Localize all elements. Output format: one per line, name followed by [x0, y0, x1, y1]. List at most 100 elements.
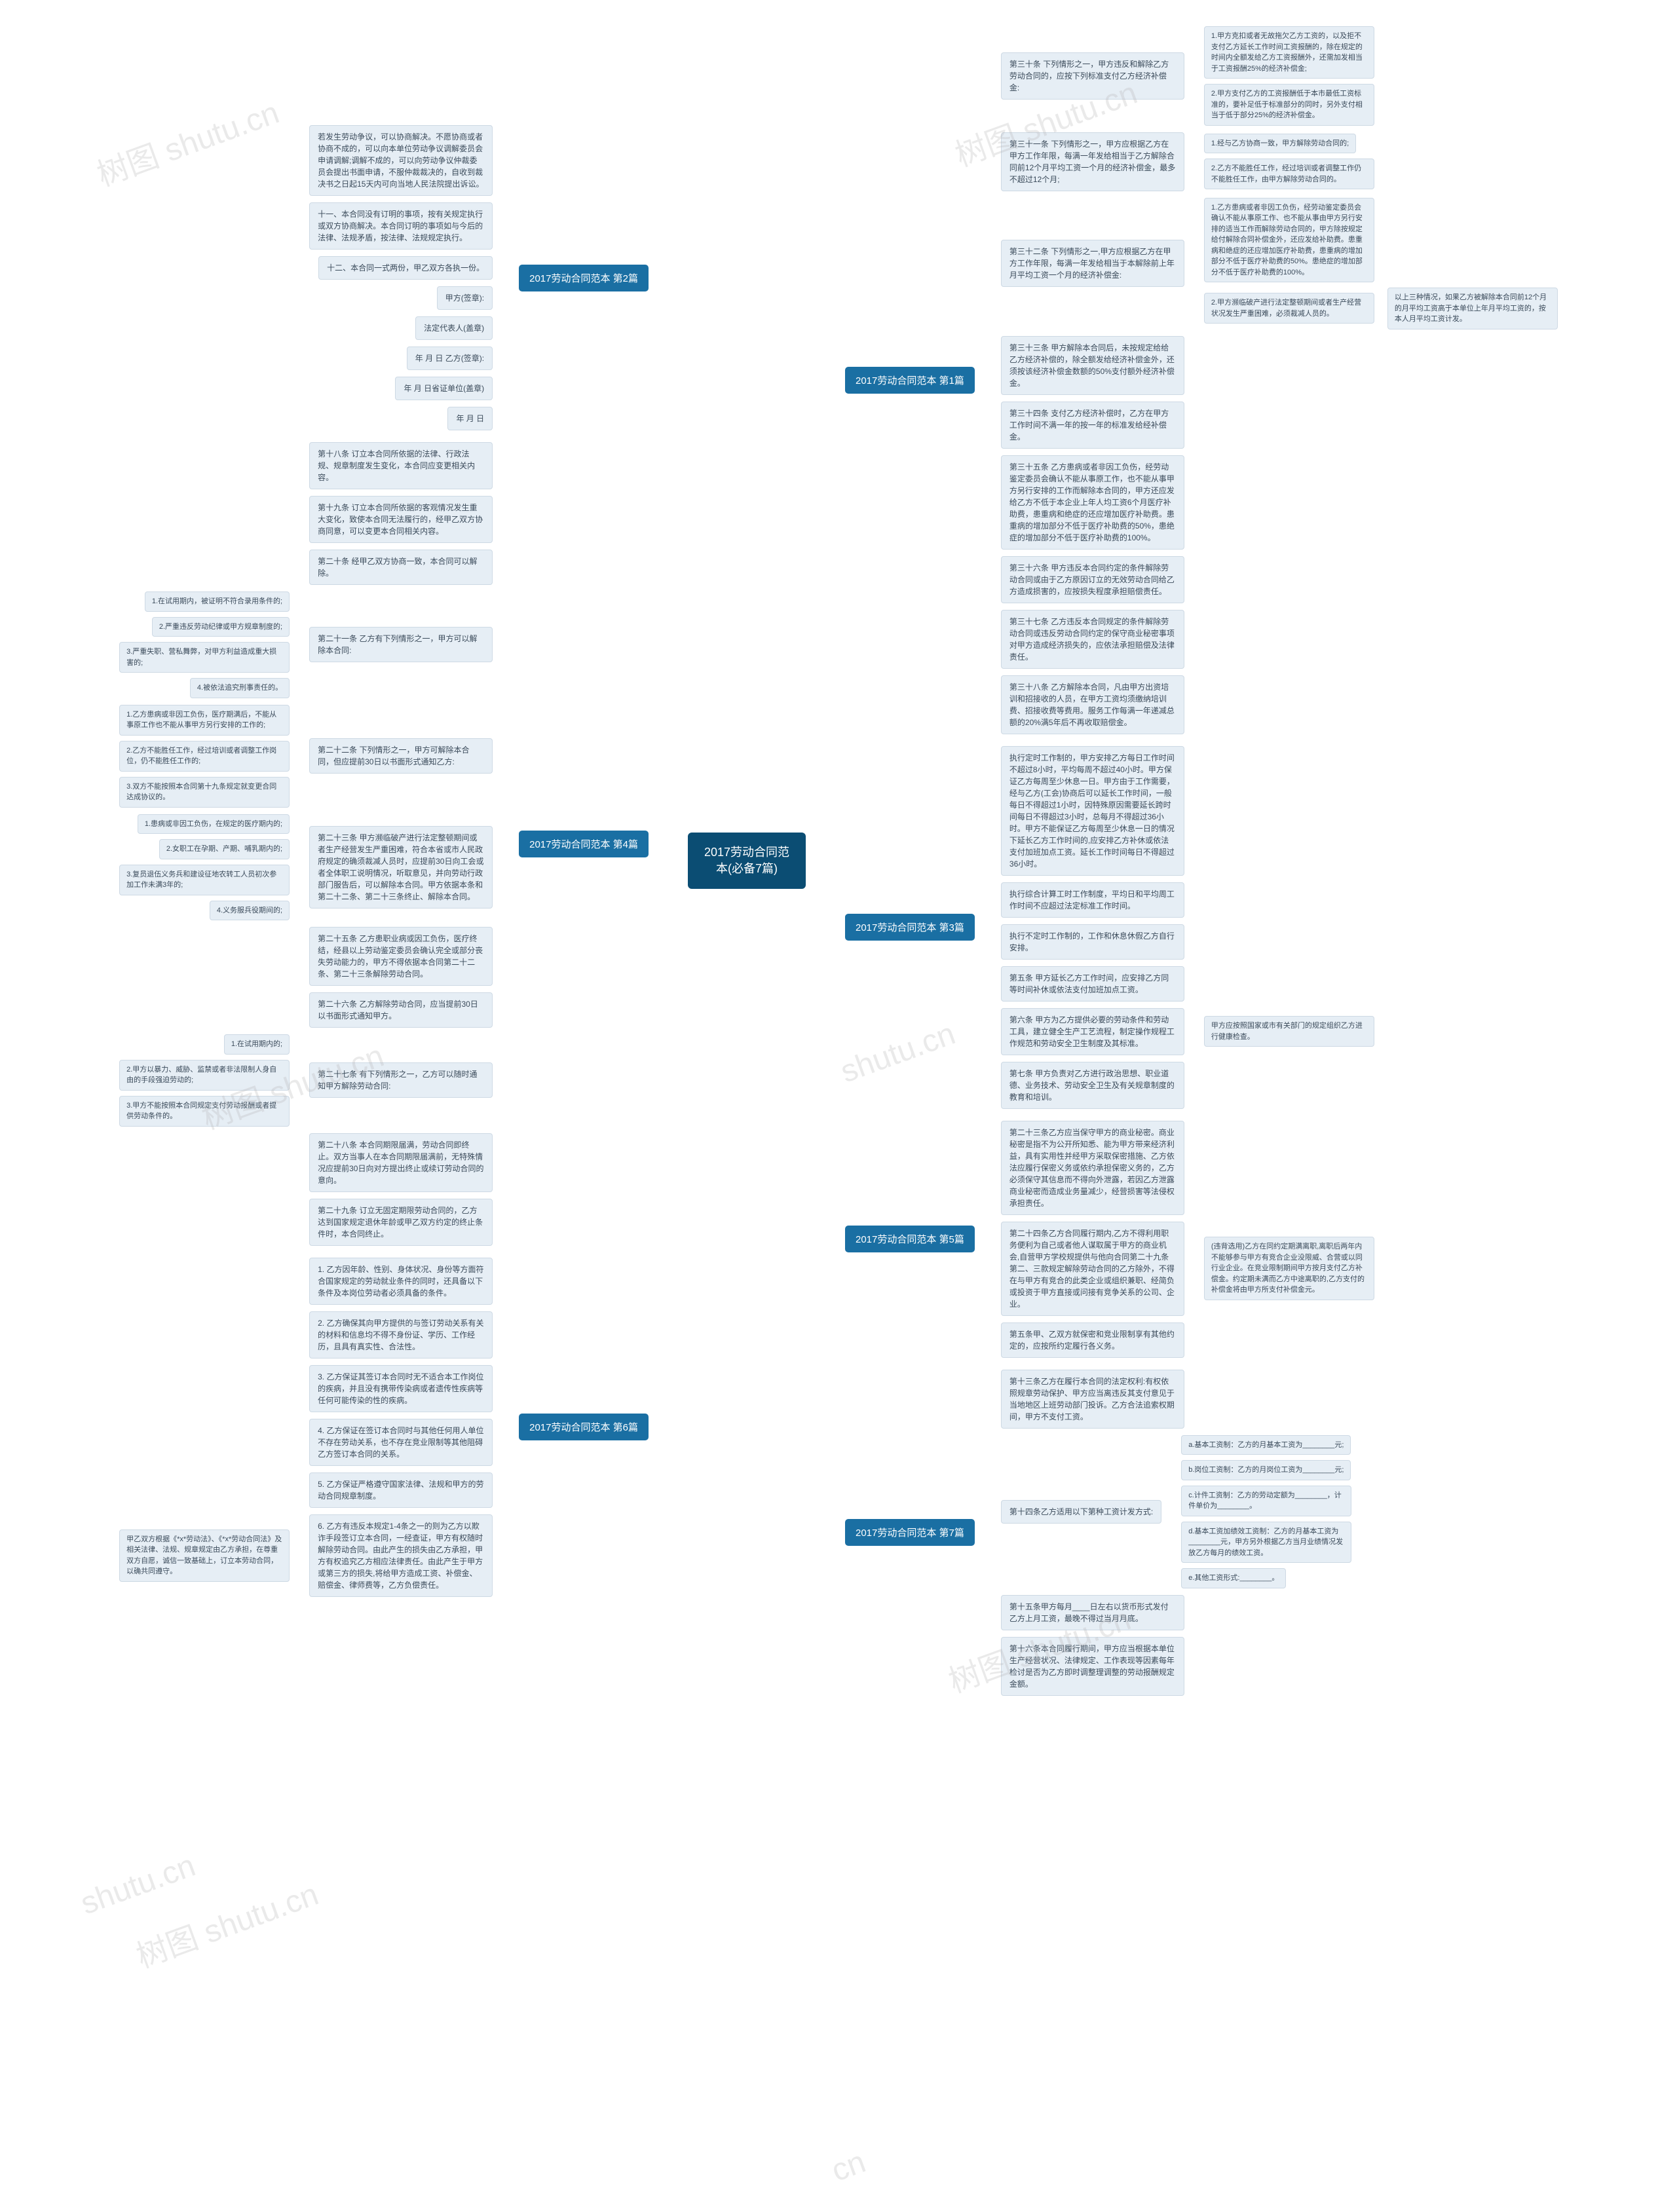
item-node: 甲方(签章):	[437, 286, 493, 310]
branch-label: 2017劳动合同范本 第3篇	[845, 914, 975, 941]
item-node: 第三十七条 乙方违反本合同规定的条件解除劳动合同或违反劳动合同约定的保守商业秘密…	[1001, 610, 1184, 669]
branch-items: 第三十条 下列情形之一，甲方违反和解除乙方劳动合同的，应按下列标准支付乙方经济补…	[1001, 26, 1558, 734]
subitem-row: 1.乙方患病或非因工负伤，医疗期满后，不能从事原工作也不能从事甲方另行安排的工作…	[119, 705, 290, 736]
item-node: 若发生劳动争议，可以协商解决。不愿协商或者协商不成的，可以向本单位劳动争议调解委…	[309, 125, 493, 196]
item-node: 1. 乙方因年龄、性别、身体状况、身份等方面符合国家规定的劳动就业条件的同时，还…	[309, 1258, 493, 1305]
subitem-row: 2.严重违反劳动纪律或甲方规章制度的;	[152, 617, 290, 637]
item-node: 执行综合计算工时工作制度，平均日和平均周工作时间不应超过法定标准工作时间。	[1001, 882, 1184, 918]
subitem-row: 2.甲方濒临破产进行法定整顿期间或者生产经营状况发生严重困难，必须裁减人员的。以…	[1204, 288, 1558, 329]
item-node: 第五条 甲方延长乙方工作时间，应安排乙方同等时间补休或依法支付加班加点工资。	[1001, 966, 1184, 1002]
item-node: 第二十八条 本合同期限届满，劳动合同即终止。双方当事人在本合同期限届满前，无特殊…	[309, 1133, 493, 1192]
item-node: 第三十三条 甲方解除本合同后，未按规定给给乙方经济补偿的，除全额发给经济补偿金外…	[1001, 336, 1184, 395]
item-node: 第三十八条 乙方解除本合同，凡由甲方出资培训和招接收的人员，在甲方工资均须缴纳培…	[1001, 675, 1184, 734]
watermark: 树图 shutu.cn	[129, 1868, 324, 1976]
subitem-node: 1.乙方患病或者非因工负伤，经劳动鉴定委员会确认不能从事原工作、也不能从事由甲方…	[1204, 198, 1374, 283]
subitem-node: 甲方应按照国家或市有关部门的规定组织乙方进行健康检查。	[1204, 1016, 1374, 1047]
item-node: 年 月 日省证单位(盖章)	[395, 377, 493, 400]
branch: 2017劳动合同范本 第5篇第二十三条乙方应当保守甲方的商业秘密。商业秘密是指不…	[845, 1121, 1374, 1358]
subitem-row: 1.乙方患病或者非因工负伤，经劳动鉴定委员会确认不能从事原工作、也不能从事由甲方…	[1204, 198, 1374, 283]
item-row: 第十三条乙方在履行本合同的法定权利:有权依照规章劳动保护、甲方应当离违反其支付意…	[1001, 1370, 1184, 1429]
item-row: 第二十六条 乙方解除劳动合同，应当提前30日以书面形式通知甲方。	[309, 992, 493, 1028]
subitems: 甲方应按照国家或市有关部门的规定组织乙方进行健康检查。	[1204, 1016, 1374, 1047]
branch: 2017劳动合同范本 第3篇 执行定时工作制的，甲方安排乙方每日工作时间不超过8小…	[845, 746, 1374, 1109]
deep-items: 以上三种情况，如果乙方被解除本合同前12个月的月平均工资高于本单位上年月平均工资…	[1387, 288, 1558, 329]
subitems: 1.乙方患病或者非因工负伤，经劳动鉴定委员会确认不能从事原工作、也不能从事由甲方…	[1204, 198, 1558, 329]
item-row: 第二十一条 乙方有下列情形之一，甲方可以解除本合同:1.在试用期内，被证明不符合…	[119, 591, 493, 698]
branch-label: 2017劳动合同范本 第7篇	[845, 1519, 975, 1546]
item-row: 第十六条本合同履行期间，甲方应当根据本单位生产经营状况、法律规定、工作表现等因素…	[1001, 1637, 1184, 1696]
item-node: 第十九条 订立本合同所依据的客观情况发生重大变化，致使本合同无法履行的，经甲乙双…	[309, 496, 493, 543]
item-row: 甲方(签章):	[437, 286, 493, 310]
subitem-node: 1.在试用期内，被证明不符合录用条件的;	[145, 591, 290, 612]
subitem-node: b.岗位工资制：乙方的月岗位工资为________元;	[1181, 1460, 1351, 1480]
subitem-node: 2.乙方不能胜任工作，经过培训或者调整工作岗位，仍不能胜任工作的;	[119, 741, 290, 772]
item-node: 第三十四条 支付乙方经济补偿时，乙方在甲方工作时间不满一年的按一年的标准发给经补…	[1001, 402, 1184, 449]
branch-items: 第二十三条乙方应当保守甲方的商业秘密。商业秘密是指不为公开所知悉、能为甲方带来经…	[1001, 1121, 1374, 1358]
subitem-node: 1.乙方患病或非因工负伤，医疗期满后，不能从事原工作也不能从事甲方另行安排的工作…	[119, 705, 290, 736]
item-node: 年 月 日	[447, 407, 493, 430]
branch-label: 2017劳动合同范本 第2篇	[519, 265, 649, 291]
subitem-row: 2.乙方不能胜任工作，经过培训或者调整工作岗位，仍不能胜任工作的;	[119, 741, 290, 772]
item-node: 第五条甲、乙双方就保密和竞业限制享有其他约定的，应按所约定履行各义务。	[1001, 1322, 1184, 1358]
subitem-node: 2.甲方以暴力、威胁、监禁或者非法限制人身自由的手段强迫劳动的;	[119, 1060, 290, 1091]
item-row: 第二十八条 本合同期限届满，劳动合同即终止。双方当事人在本合同期限届满前，无特殊…	[309, 1133, 493, 1192]
subitem-row: e.其他工资形式:________。	[1181, 1568, 1286, 1588]
item-node: 十二、本合同一式两份，甲乙双方各执一份。	[318, 256, 493, 280]
subitems: 1.经与乙方协商一致，甲方解除劳动合同的;2.乙方不能胜任工作，经过培训或者调整…	[1204, 134, 1374, 190]
left-branches: 2017劳动合同范本 第2篇 若发生劳动争议，可以协商解决。不愿协商或者协商不成的…	[119, 125, 649, 1597]
subitem-row: a.基本工资制：乙方的月基本工资为________元;	[1181, 1435, 1351, 1455]
item-node: 第三十六条 甲方违反本合同约定的条件解除劳动合同或由于乙方原因订立的无效劳动合同…	[1001, 556, 1184, 603]
item-row: 5. 乙方保证严格遵守国家法律、法规和甲方的劳动合同规章制度。	[309, 1472, 493, 1508]
item-row: 第三十二条 下列情形之一,甲方应根据乙方在甲方工作年限，每满一年发给相当于本解除…	[1001, 198, 1558, 329]
subitem-row: (违背选用)乙方在同约定期满离职,离职后两年内不能够参与甲方有竞合企业没限威、合…	[1204, 1237, 1374, 1300]
subitems: 1.乙方患病或非因工负伤，医疗期满后，不能从事原工作也不能从事甲方另行安排的工作…	[119, 705, 290, 808]
branch-label: 2017劳动合同范本 第4篇	[519, 831, 649, 857]
subitems: 1.甲方克扣或者无故拖欠乙方工资的，以及拒不支付乙方延长工作时间工资报酬的，除在…	[1204, 26, 1374, 126]
branch: 2017劳动合同范本 第7篇 第十三条乙方在履行本合同的法定权利:有权依照规章劳动…	[845, 1370, 1351, 1696]
item-row: 第七条 甲方负责对乙方进行政治思想、职业道德、业务技术、劳动安全卫生及有关规章制…	[1001, 1062, 1184, 1109]
subitem-node: 4.义务服兵役期间的;	[210, 901, 290, 921]
watermark: cn	[827, 2144, 870, 2189]
item-row: 第三十八条 乙方解除本合同，凡由甲方出资培训和招接收的人员，在甲方工资均须缴纳培…	[1001, 675, 1184, 734]
item-node: 4. 乙方保证在签订本合同时与其他任何用人单位不存在劳动关系，也不存在竞业限制等…	[309, 1419, 493, 1466]
subitem-node: 甲乙双方根据《*x*劳动法》、《*x*劳动合同法》及相关法律、法规、规章规定由乙…	[119, 1529, 290, 1582]
branch: 2017劳动合同范本 第6篇1. 乙方因年龄、性别、身体状况、身份等方面符合国家…	[119, 1258, 649, 1597]
item-node: 第二十六条 乙方解除劳动合同，应当提前30日以书面形式通知甲方。	[309, 992, 493, 1028]
item-node: 十一、本合同没有订明的事项，按有关规定执行或双方协商解决。本合同订明的事项如与今…	[309, 202, 493, 250]
item-node: 第二十二条 下列情形之一，甲方可解除本合同，但应提前30日以书面形式通知乙方:	[309, 738, 493, 774]
item-node: 第七条 甲方负责对乙方进行政治思想、职业道德、业务技术、劳动安全卫生及有关规章制…	[1001, 1062, 1184, 1109]
subitem-row: 1.甲方克扣或者无故拖欠乙方工资的，以及拒不支付乙方延长工作时间工资报酬的，除在…	[1204, 26, 1374, 79]
item-node: 年 月 日 乙方(签章):	[407, 347, 493, 370]
subitems: (违背选用)乙方在同约定期满离职,离职后两年内不能够参与甲方有竞合企业没限威、合…	[1204, 1237, 1374, 1300]
item-row: 2. 乙方确保其向甲方提供的与签订劳动关系有关的材料和信息均不得不身份证、学历、…	[309, 1311, 493, 1359]
item-row: 4. 乙方保证在签订本合同时与其他任何用人单位不存在劳动关系，也不存在竞业限制等…	[309, 1419, 493, 1466]
item-row: 第二十七条 有下列情形之一，乙方可以随时通知甲方解除劳动合同:1.在试用期内的;…	[119, 1034, 493, 1127]
subitem-node: 2.严重违反劳动纪律或甲方规章制度的;	[152, 617, 290, 637]
item-row: 第三十一条 下列情形之一，甲方应根据乙方在甲方工作年限，每满一年发给相当于乙方解…	[1001, 132, 1374, 191]
branch: 2017劳动合同范本 第4篇第十八条 订立本合同所依据的法律、行政法规、规章制度…	[119, 442, 649, 1246]
center-node: 2017劳动合同范本(必备7篇)	[688, 833, 806, 889]
subitem-node: 1.患病或非因工负伤，在规定的医疗期内的;	[138, 814, 290, 834]
item-node: 第三十二条 下列情形之一,甲方应根据乙方在甲方工作年限，每满一年发给相当于本解除…	[1001, 240, 1184, 287]
watermark: shutu.cn	[76, 1848, 200, 1922]
item-row: 6. 乙方有违反本规定1-4条之一的则为乙方以欺诈手段签订立本合同，一经查证，甲…	[119, 1514, 493, 1597]
subitem-node: d.基本工资加绩效工资制：乙方的月基本工资为________元，甲方另外根据乙方…	[1181, 1522, 1351, 1564]
item-node: 5. 乙方保证严格遵守国家法律、法规和甲方的劳动合同规章制度。	[309, 1472, 493, 1508]
item-row: 若发生劳动争议，可以协商解决。不愿协商或者协商不成的，可以向本单位劳动争议调解委…	[309, 125, 493, 196]
item-row: 执行综合计算工时工作制度，平均日和平均周工作时间不应超过法定标准工作时间。	[1001, 882, 1184, 918]
item-row: 年 月 日省证单位(盖章)	[395, 377, 493, 400]
item-node: 法定代表人(盖章)	[415, 316, 493, 340]
item-row: 第二十五条 乙方患职业病或因工负伤，医疗终结，经县以上劳动鉴定委员会确认完全或部…	[309, 927, 493, 986]
subitem-row: 甲方应按照国家或市有关部门的规定组织乙方进行健康检查。	[1204, 1016, 1374, 1047]
branch-items: 若发生劳动争议，可以协商解决。不愿协商或者协商不成的，可以向本单位劳动争议调解委…	[309, 125, 493, 430]
item-node: 执行定时工作制的，甲方安排乙方每日工作时间不超过8小时，平均每周不超过40小时。…	[1001, 746, 1184, 876]
item-node: 第二十三条 甲方濒临破产进行法定整顿期间或者生产经营发生严重困难，符合本省或市人…	[309, 826, 493, 909]
item-row: 第十五条甲方每月____日左右以货币形式发付乙方上月工资，最晚不得过当月月底。	[1001, 1595, 1184, 1630]
subitems: 1.在试用期内的; 2.甲方以暴力、威胁、监禁或者非法限制人身自由的手段强迫劳动的…	[119, 1034, 290, 1127]
item-row: 第二十九条 订立无固定期限劳动合同的，乙方达到国家规定退休年龄或甲乙双方约定的终…	[309, 1199, 493, 1246]
subitem-row: 4.义务服兵役期间的;	[210, 901, 290, 921]
item-row: 第六条 甲方为乙方提供必要的劳动条件和劳动工具，建立健全生产工艺流程，制定操作规…	[1001, 1008, 1374, 1055]
subitem-row: 3.严重失职、营私舞弊，对甲方利益造成重大损害的;	[119, 642, 290, 673]
subitem-row: 1.在试用期内，被证明不符合录用条件的;	[145, 591, 290, 612]
subitem-row: 1.在试用期内的;	[224, 1034, 290, 1055]
